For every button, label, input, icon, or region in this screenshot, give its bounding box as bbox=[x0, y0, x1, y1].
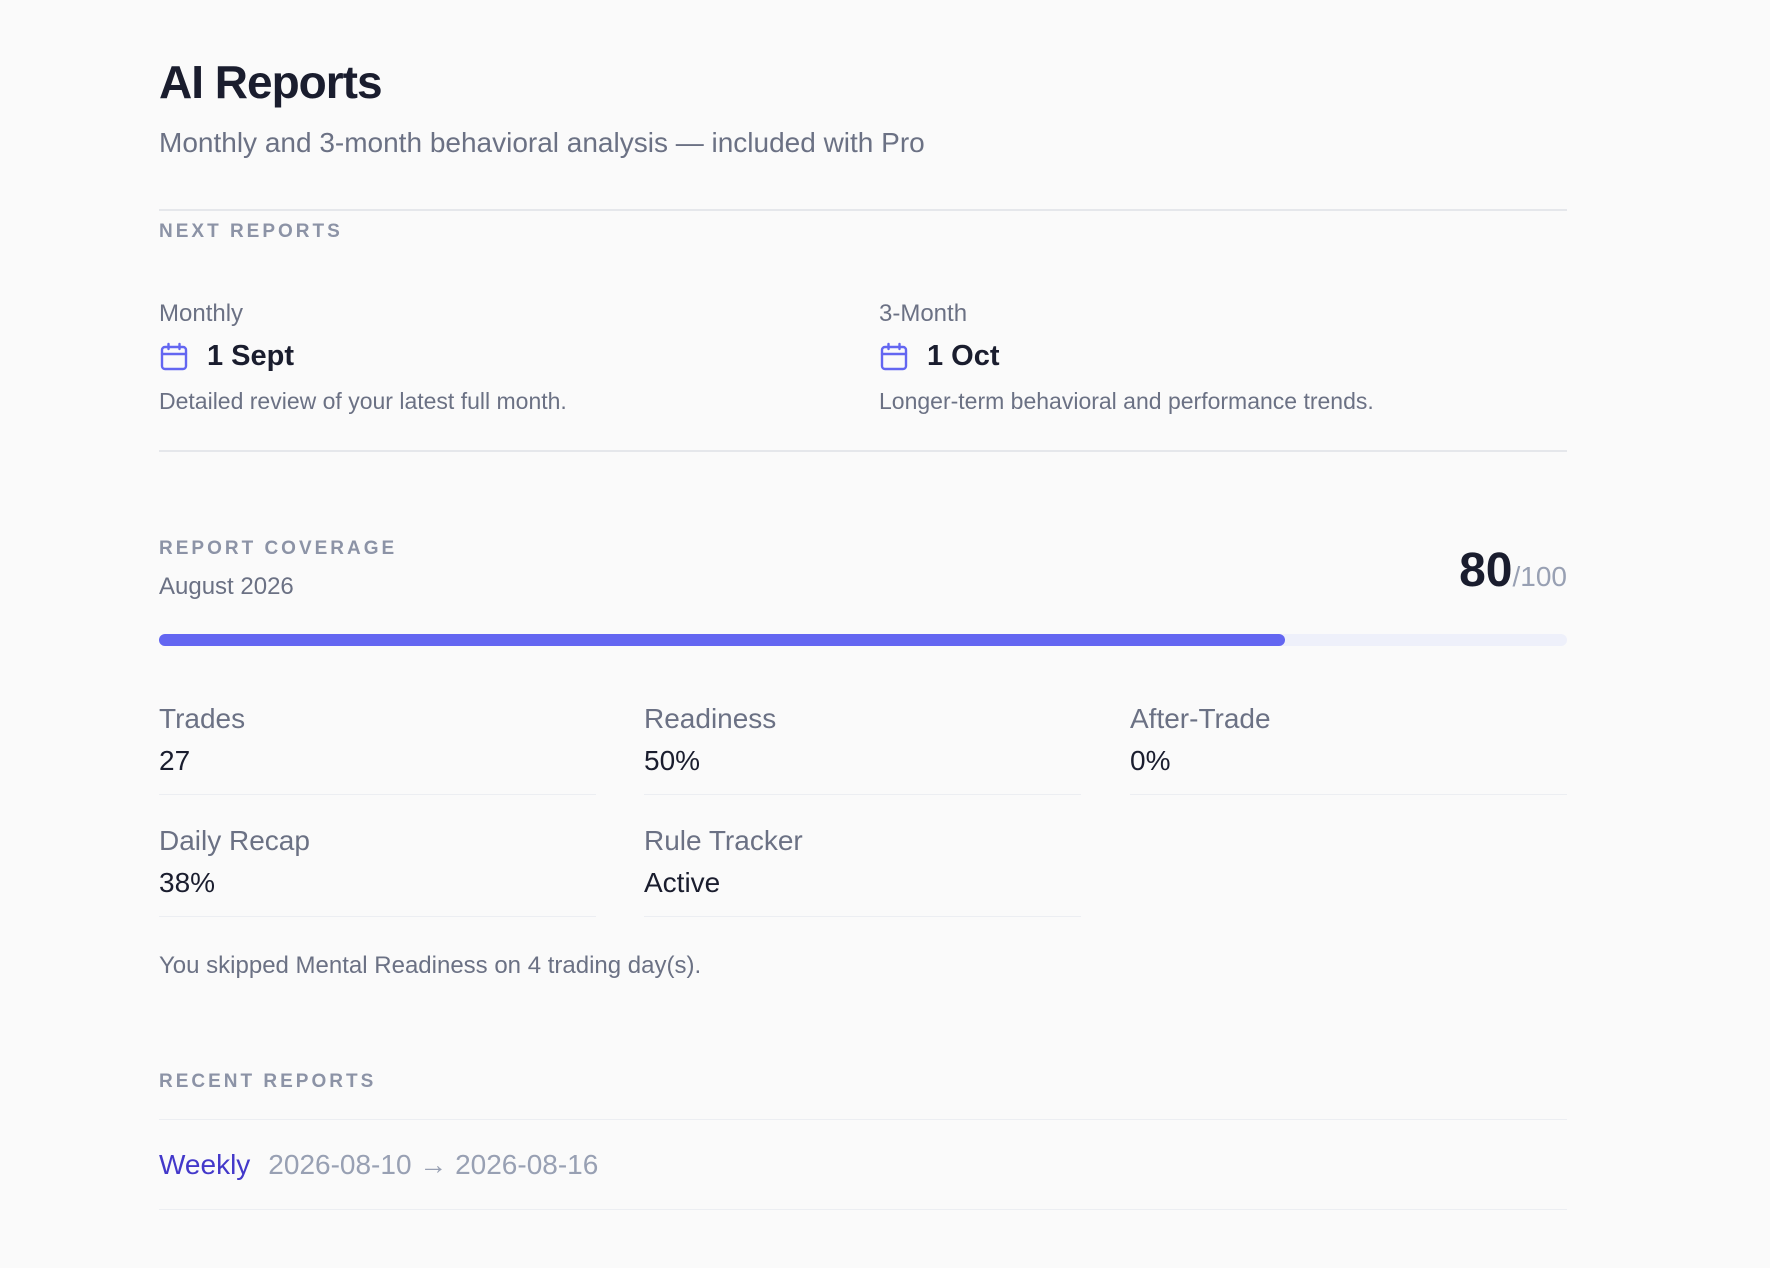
report-coverage-heading: REPORT COVERAGE bbox=[159, 538, 398, 559]
coverage-score-value: 80 bbox=[1459, 544, 1513, 597]
stat-label: Daily Recap bbox=[159, 825, 310, 856]
recent-report-date-range: 2026-08-10 → 2026-08-16 bbox=[268, 1148, 599, 1180]
stat-label: Readiness bbox=[644, 703, 777, 734]
stat-trades: Trades 27 bbox=[159, 703, 596, 795]
calendar-icon bbox=[159, 342, 189, 372]
next-report-monthly: Monthly 1 Sept Detailed review of your l… bbox=[159, 300, 567, 414]
stat-label: Rule Tracker bbox=[644, 825, 803, 856]
coverage-progress-fill bbox=[159, 634, 1286, 646]
stat-after-trade: After-Trade 0% bbox=[1130, 703, 1567, 795]
stat-readiness: Readiness 50% bbox=[644, 703, 1081, 795]
next-report-kind: Monthly bbox=[159, 300, 244, 327]
recent-reports-heading: RECENT REPORTS bbox=[159, 1071, 377, 1092]
stat-value: 38% bbox=[159, 867, 216, 898]
coverage-score: 80/100 bbox=[1459, 543, 1567, 598]
coverage-score-max: /100 bbox=[1512, 561, 1568, 592]
next-report-kind: 3-Month bbox=[879, 300, 968, 327]
page-title: AI Reports bbox=[159, 56, 383, 108]
next-report-description: Longer-term behavioral and performance t… bbox=[879, 388, 1374, 414]
coverage-period: August 2026 bbox=[159, 573, 294, 600]
stat-value: 50% bbox=[644, 745, 701, 776]
stat-label: After-Trade bbox=[1130, 703, 1271, 734]
recent-report-row[interactable]: Weekly 2026-08-10 → 2026-08-16 bbox=[159, 1119, 1567, 1210]
stat-value: 0% bbox=[1130, 745, 1171, 776]
stat-daily-recap: Daily Recap 38% bbox=[159, 825, 596, 917]
page-subtitle: Monthly and 3-month behavioral analysis … bbox=[159, 127, 925, 158]
next-reports-heading: NEXT REPORTS bbox=[159, 221, 343, 242]
calendar-icon bbox=[879, 342, 909, 372]
next-report-date: 1 Oct bbox=[927, 340, 1000, 372]
stat-label: Trades bbox=[159, 703, 246, 734]
divider bbox=[159, 450, 1567, 452]
divider bbox=[159, 209, 1567, 211]
coverage-progress-bar bbox=[159, 634, 1567, 646]
next-report-3-month: 3-Month 1 Oct Longer-term behavioral and… bbox=[879, 300, 1374, 414]
stat-value: Active bbox=[644, 867, 721, 898]
next-report-date: 1 Sept bbox=[207, 340, 295, 372]
stat-rule-tracker: Rule Tracker Active bbox=[644, 825, 1081, 917]
coverage-note: You skipped Mental Readiness on 4 tradin… bbox=[159, 952, 702, 979]
next-report-date-row: 1 Sept bbox=[159, 340, 294, 373]
next-report-description: Detailed review of your latest full mont… bbox=[159, 388, 567, 414]
stat-value: 27 bbox=[159, 745, 191, 776]
recent-report-link[interactable]: Weekly bbox=[159, 1148, 251, 1180]
next-report-date-row: 1 Oct bbox=[879, 340, 1000, 373]
